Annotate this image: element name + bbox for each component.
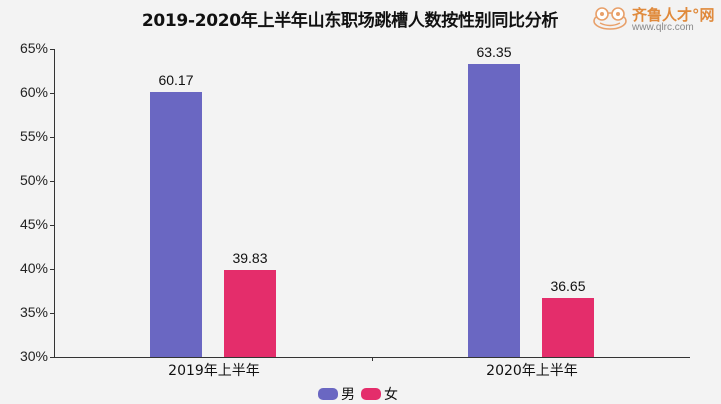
logo: 齐鲁人才°网 www.qlrc.com <box>592 4 717 34</box>
y-axis <box>54 49 55 357</box>
y-tick-mark <box>50 269 54 270</box>
y-tick-mark <box>50 225 54 226</box>
y-tick-label: 35% <box>19 304 48 320</box>
value-label: 36.65 <box>550 278 586 295</box>
value-label: 39.83 <box>232 250 268 267</box>
y-tick-label: 50% <box>19 172 48 188</box>
y-tick-label: 40% <box>19 260 48 276</box>
y-tick-label: 65% <box>19 40 48 56</box>
y-tick-mark <box>50 181 54 182</box>
legend-swatch-female <box>361 388 381 400</box>
bar-male-1[interactable] <box>468 63 520 357</box>
chart-title: 2019-2020年上半年山东职场跳槽人数按性别同比分析 <box>141 11 559 31</box>
y-tick-label: 55% <box>19 128 48 144</box>
legend-label-male: 男 <box>341 387 355 403</box>
y-tick-label: 30% <box>19 348 48 364</box>
logo-url: www.qlrc.com <box>632 22 694 33</box>
legend-swatch-male <box>318 388 338 400</box>
x-label-2020: 2020年上半年 <box>486 363 578 379</box>
bar-male-0[interactable] <box>150 91 202 357</box>
y-tick-mark <box>50 137 54 138</box>
legend-label-female: 女 <box>384 387 398 403</box>
y-tick-mark <box>50 313 54 314</box>
y-tick-mark <box>50 49 54 50</box>
value-label: 63.35 <box>476 43 512 60</box>
frog-logo-icon <box>593 7 627 30</box>
value-label: 60.17 <box>158 71 194 88</box>
y-tick-mark <box>50 357 54 358</box>
x-label-2019: 2019年上半年 <box>168 363 260 379</box>
legend: 男 女 <box>318 384 404 404</box>
bar-female-1[interactable] <box>542 298 594 357</box>
x-tick-mark <box>372 357 373 361</box>
legend-item-female[interactable]: 女 <box>361 384 398 404</box>
logo-brand: 齐鲁人才°网 <box>632 6 715 24</box>
y-tick-mark <box>50 93 54 94</box>
legend-item-male[interactable]: 男 <box>318 384 355 404</box>
y-tick-label: 45% <box>19 216 48 232</box>
y-tick-label: 60% <box>19 84 48 100</box>
bar-female-0[interactable] <box>224 270 276 357</box>
